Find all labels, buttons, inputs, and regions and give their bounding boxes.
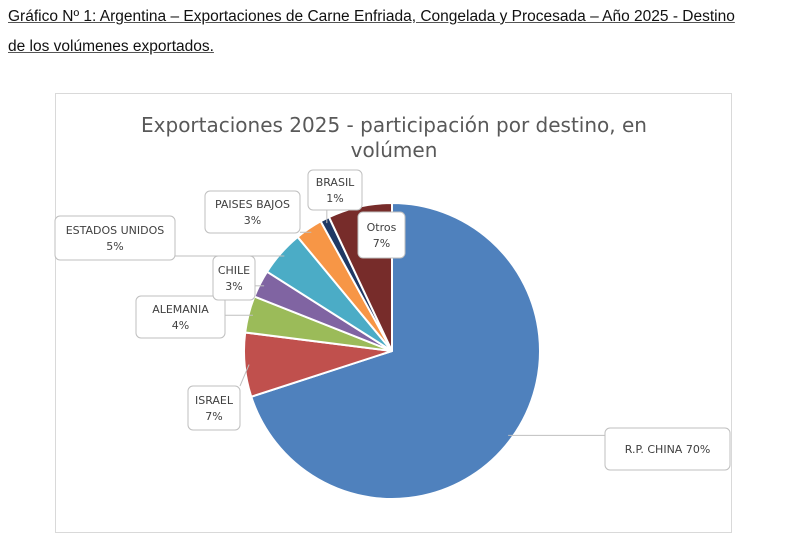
data-label-value: 3% [225, 280, 242, 293]
chart-title-line2: volúmen [351, 138, 438, 162]
data-label-value: 1% [326, 192, 343, 205]
chart-title-line1: Exportaciones 2025 - participación por d… [141, 113, 647, 137]
data-label-name: ISRAEL [195, 394, 234, 407]
data-label-name: CHILE [218, 264, 250, 277]
pie-chart: Exportaciones 2025 - participación por d… [54, 113, 731, 500]
pie-slice-r-p-china [249, 201, 541, 500]
data-label-box [204, 190, 301, 234]
data-label-value: 7% [373, 237, 390, 250]
data-label-value: 7% [205, 410, 222, 423]
data-label-box [604, 427, 731, 471]
data-label-box [307, 169, 363, 211]
data-label-name: BRASIL [316, 176, 355, 189]
data-label-box [135, 295, 226, 339]
data-label-text: R.P. CHINA 70% [625, 443, 711, 456]
data-label-box [54, 215, 176, 261]
figure-caption-line2: de los volúmenes exportados. [8, 38, 214, 55]
data-label-name: PAISES BAJOS [215, 198, 290, 211]
data-label-value: 4% [172, 319, 189, 332]
data-label-box [187, 385, 241, 431]
data-label-box [357, 211, 406, 259]
data-label-name: Otros [367, 221, 397, 234]
leader-line [239, 364, 250, 387]
data-label-box [212, 255, 256, 301]
data-label-name: ESTADOS UNIDOS [66, 224, 165, 237]
figure-caption-line1: Gráfico Nº 1: Argentina – Exportaciones … [8, 8, 735, 25]
data-label-name: ALEMANIA [152, 303, 209, 316]
data-label-value: 3% [244, 214, 261, 227]
data-label-value: 5% [106, 240, 123, 253]
